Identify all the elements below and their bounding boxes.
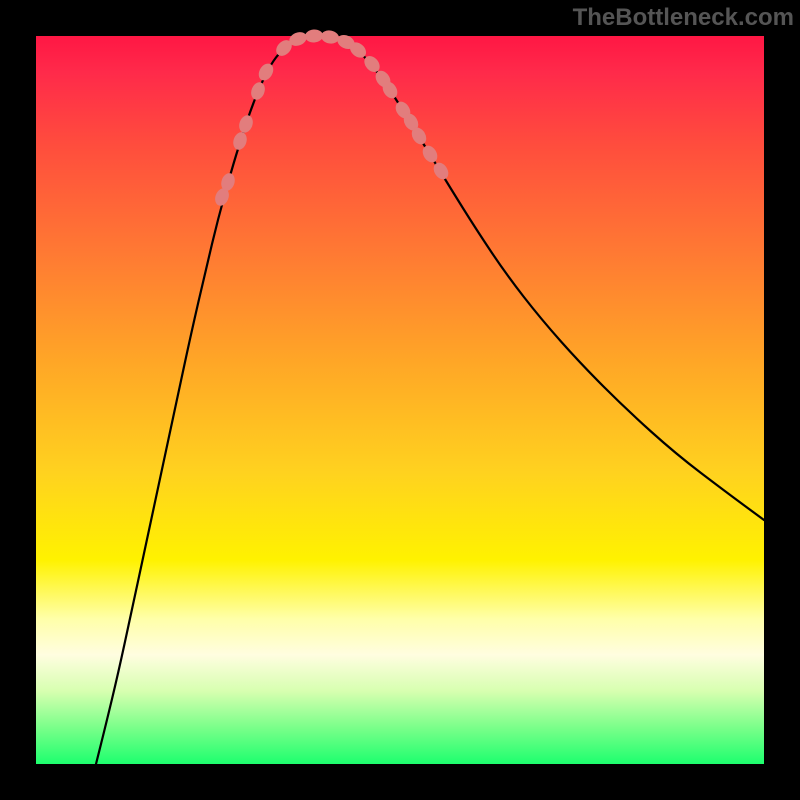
watermark-text: TheBottleneck.com <box>573 4 794 32</box>
chart-canvas: TheBottleneck.com <box>0 0 800 800</box>
bottleneck-chart <box>0 0 800 800</box>
plot-background-gradient <box>36 36 764 764</box>
